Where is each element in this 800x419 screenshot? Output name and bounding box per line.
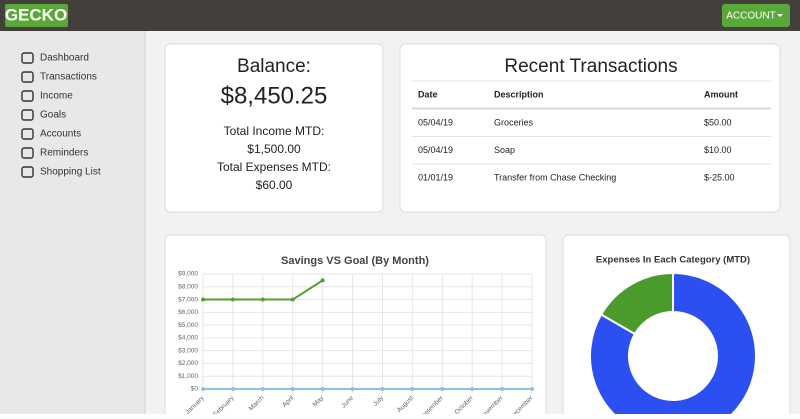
point [380, 387, 385, 391]
savings-card [164, 234, 547, 419]
sidebar [0, 31, 145, 414]
point [410, 387, 415, 391]
table-cell: 05/04/19 [418, 145, 453, 155]
expenses-label: Total Expenses MTD: [217, 160, 331, 174]
chart-title: Expenses In Each Category (MTD) [596, 255, 750, 266]
logo-box[interactable] [5, 4, 68, 27]
nav-icon [21, 128, 34, 140]
balance-card [164, 43, 384, 213]
table-cell: $50.00 [704, 117, 732, 127]
nav-item[interactable]: Dashboard [40, 53, 89, 64]
y-tick-label: $9,000 [178, 271, 198, 278]
table-cell: Groceries [494, 117, 534, 127]
table-cell: 01/01/19 [418, 172, 453, 182]
nav-icon [21, 52, 34, 64]
account-label[interactable]: ACCOUNT [726, 11, 775, 22]
expenses-value: $60.00 [256, 178, 293, 192]
nav-item[interactable]: Transactions [40, 72, 97, 83]
nav-item[interactable]: Reminders [40, 148, 88, 159]
point [530, 387, 534, 391]
y-tick-label: $5,000 [178, 322, 198, 329]
point [320, 278, 325, 283]
point [290, 387, 295, 391]
navbar [0, 0, 800, 31]
point [500, 387, 505, 391]
logo[interactable]: GECKO [5, 5, 67, 24]
y-tick-label: $6,000 [178, 309, 198, 316]
y-tick-label: $4,000 [178, 335, 198, 342]
point [260, 297, 265, 302]
nav-icon [21, 109, 34, 121]
table-cell: Transfer from Chase Checking [494, 172, 616, 182]
point [320, 387, 325, 391]
point [440, 387, 445, 391]
transactions-title: Recent Transactions [504, 56, 677, 77]
column-header: Date [418, 89, 438, 99]
balance-amount: $8,450.25 [221, 82, 328, 109]
slice [589, 271, 757, 419]
y-tick-label: $1,000 [178, 373, 198, 380]
point [201, 297, 205, 302]
table-cell: $10.00 [704, 145, 732, 155]
point [350, 387, 355, 391]
transactions-card [399, 43, 781, 213]
nav-icon [21, 147, 34, 159]
nav-item[interactable]: Income [40, 91, 73, 102]
y-tick-label: $0 [191, 386, 199, 393]
point [230, 387, 235, 391]
nav-item[interactable]: Goals [40, 110, 66, 121]
caret [777, 14, 783, 17]
table-cell: 05/04/19 [418, 117, 453, 127]
slice [599, 271, 674, 336]
chart-title: Savings VS Goal (By Month) [281, 255, 429, 267]
point [201, 387, 205, 391]
point [230, 297, 235, 302]
nav-icon [21, 71, 34, 83]
account-button[interactable] [722, 4, 790, 27]
nav-item[interactable]: Shopping List [40, 167, 101, 178]
table-cell: $-25.00 [704, 172, 735, 182]
nav-icon [21, 166, 34, 178]
y-tick-label: $2,000 [178, 360, 198, 367]
point [290, 297, 295, 302]
y-tick-label: $3,000 [178, 347, 198, 354]
column-header: Description [494, 89, 544, 99]
income-value: $1,500.00 [247, 142, 301, 156]
point [470, 387, 475, 391]
income-label: Total Income MTD: [224, 124, 325, 138]
y-tick-label: $7,000 [178, 296, 198, 303]
column-header: Amount [704, 89, 738, 99]
point [260, 387, 265, 391]
nav-item[interactable]: Accounts [40, 129, 81, 140]
nav-icon [21, 90, 34, 102]
balance-title: Balance: [237, 56, 311, 77]
y-tick-label: $8,000 [178, 283, 198, 290]
table-cell: Soap [494, 145, 515, 155]
